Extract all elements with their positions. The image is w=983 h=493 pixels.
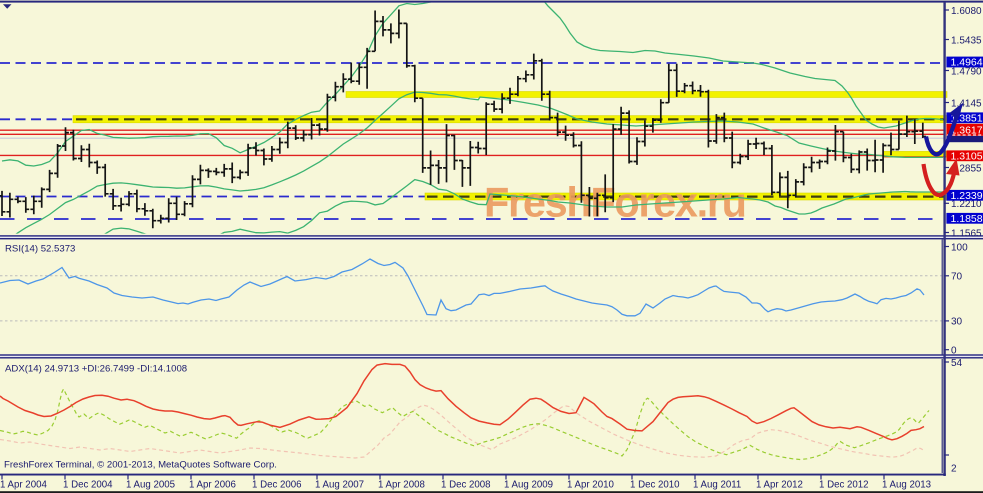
svg-text:1 Dec 2010: 1 Dec 2010 (630, 480, 680, 491)
svg-text:1.2855: 1.2855 (951, 163, 982, 174)
svg-text:1.3105: 1.3105 (951, 150, 983, 162)
svg-text:1.4145: 1.4145 (951, 98, 982, 109)
svg-text:1 Aug 2005: 1 Aug 2005 (126, 480, 175, 491)
svg-text:1.1858: 1.1858 (951, 213, 983, 225)
svg-text:1 Apr 2006: 1 Apr 2006 (189, 480, 236, 491)
svg-text:2: 2 (951, 464, 957, 475)
svg-text:1 Aug 2013: 1 Aug 2013 (882, 480, 931, 491)
svg-text:1 Apr 2010: 1 Apr 2010 (567, 480, 614, 491)
svg-text:70: 70 (951, 272, 963, 283)
svg-text:1 Dec 2008: 1 Dec 2008 (441, 480, 491, 491)
svg-text:FreshForex.ru: FreshForex.ru (484, 179, 747, 226)
svg-text:1 Dec 2006: 1 Dec 2006 (252, 480, 302, 491)
svg-text:54: 54 (951, 358, 963, 369)
svg-text:1.3617: 1.3617 (951, 124, 983, 136)
svg-text:1.2210: 1.2210 (951, 199, 982, 210)
svg-text:ADX(14) 24.9713 +DI:26.7499 -D: ADX(14) 24.9713 +DI:26.7499 -DI:14.1008 (5, 364, 187, 375)
svg-text:1 Aug 2009: 1 Aug 2009 (504, 480, 553, 491)
svg-text:0: 0 (951, 346, 957, 357)
svg-text:30: 30 (951, 317, 963, 328)
svg-text:1 Apr 2004: 1 Apr 2004 (0, 480, 47, 491)
svg-text:1.6080: 1.6080 (951, 6, 982, 17)
svg-text:100: 100 (951, 242, 968, 253)
svg-text:1 Apr 2012: 1 Apr 2012 (756, 480, 803, 491)
svg-text:FreshForex Terminal, © 2001-20: FreshForex Terminal, © 2001-2013, MetaQu… (4, 459, 277, 470)
svg-text:1 Aug 2011: 1 Aug 2011 (693, 480, 741, 491)
svg-text:RSI(14) 52.5373: RSI(14) 52.5373 (5, 244, 75, 255)
svg-text:1 Dec 2012: 1 Dec 2012 (819, 480, 869, 491)
svg-text:1.2339: 1.2339 (951, 190, 983, 202)
svg-text:1.5435: 1.5435 (951, 35, 982, 46)
svg-text:1.1565: 1.1565 (951, 228, 982, 239)
svg-text:1 Aug 2007: 1 Aug 2007 (315, 480, 364, 491)
svg-text:1 Dec 2004: 1 Dec 2004 (63, 480, 113, 491)
svg-text:1.4790: 1.4790 (951, 66, 982, 77)
svg-text:1 Apr 2008: 1 Apr 2008 (378, 480, 425, 491)
svg-text:1.4964: 1.4964 (951, 57, 983, 69)
